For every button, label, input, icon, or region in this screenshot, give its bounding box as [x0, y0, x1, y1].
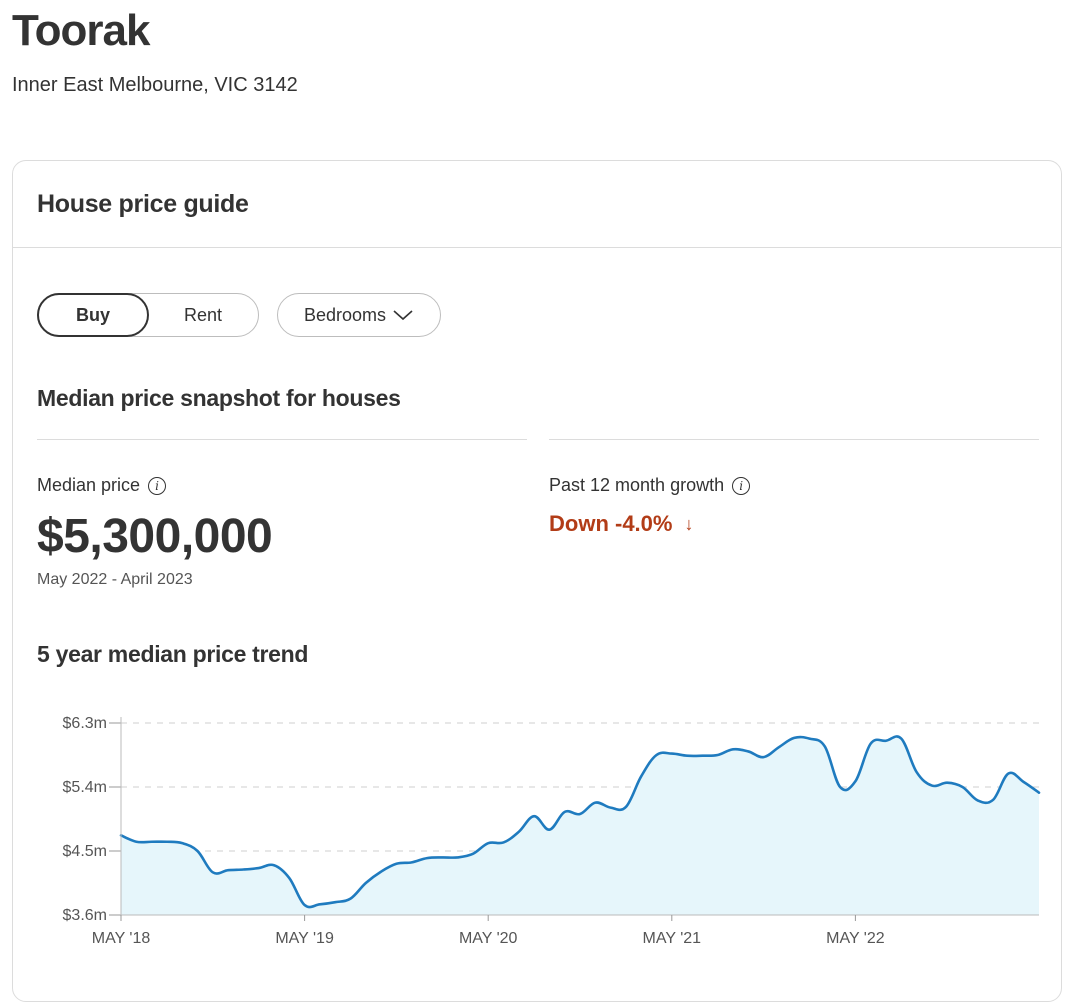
- median-period: May 2022 - April 2023: [37, 571, 193, 588]
- snapshot-title: Median price snapshot for houses: [37, 385, 401, 411]
- growth-value-text: Down -4.0%: [549, 511, 673, 536]
- price-guide-card: House price guide Buy Rent Bedrooms Medi…: [12, 160, 1062, 1002]
- buy-rent-toggle: Buy Rent: [37, 293, 259, 337]
- card-header: House price guide: [13, 161, 1061, 248]
- chevron-down-icon: [393, 310, 413, 321]
- arrow-down-icon: ↓: [684, 513, 694, 534]
- median-price-label: Median price i: [37, 475, 167, 496]
- x-tick-label: MAY '20: [459, 930, 518, 947]
- trend-line: [119, 735, 1041, 909]
- growth-label: Past 12 month growth i: [549, 475, 751, 496]
- bedrooms-dropdown[interactable]: Bedrooms: [277, 293, 441, 337]
- info-icon[interactable]: i: [148, 476, 167, 495]
- y-tick-label: $6.3m: [63, 715, 107, 732]
- y-tick-label: $4.5m: [63, 843, 107, 860]
- price-trend-chart: $6.3m $5.4m $4.5m $3.6m MAY '18 MAY '19 MAY '2…: [63, 715, 1041, 947]
- x-tick-label: MAY '22: [826, 930, 885, 947]
- x-tick-label: MAY '18: [92, 930, 151, 947]
- page-title: Toorak: [12, 6, 150, 55]
- trend-area: [121, 736, 1039, 915]
- info-icon[interactable]: i: [732, 476, 751, 495]
- growth-label-text: Past 12 month growth: [549, 475, 725, 495]
- suburb-location: Inner East Melbourne, VIC 3142: [12, 74, 298, 96]
- growth-value: Down -4.0% ↓: [549, 511, 693, 537]
- divider-right: [549, 439, 1039, 440]
- bedrooms-label: Bedrooms: [303, 304, 387, 325]
- y-tick-label: $5.4m: [63, 779, 107, 796]
- buy-button[interactable]: Buy: [37, 293, 149, 337]
- card-title: House price guide: [37, 189, 249, 218]
- y-tick-label: $3.6m: [63, 907, 107, 924]
- median-price-value: $5,300,000: [37, 510, 273, 563]
- median-price-label-text: Median price: [37, 475, 141, 495]
- rent-button[interactable]: Rent: [183, 304, 223, 325]
- divider-left: [37, 439, 527, 440]
- x-tick-label: MAY '21: [643, 930, 702, 947]
- trend-title: 5 year median price trend: [37, 641, 309, 667]
- x-tick-label: MAY '19: [275, 930, 334, 947]
